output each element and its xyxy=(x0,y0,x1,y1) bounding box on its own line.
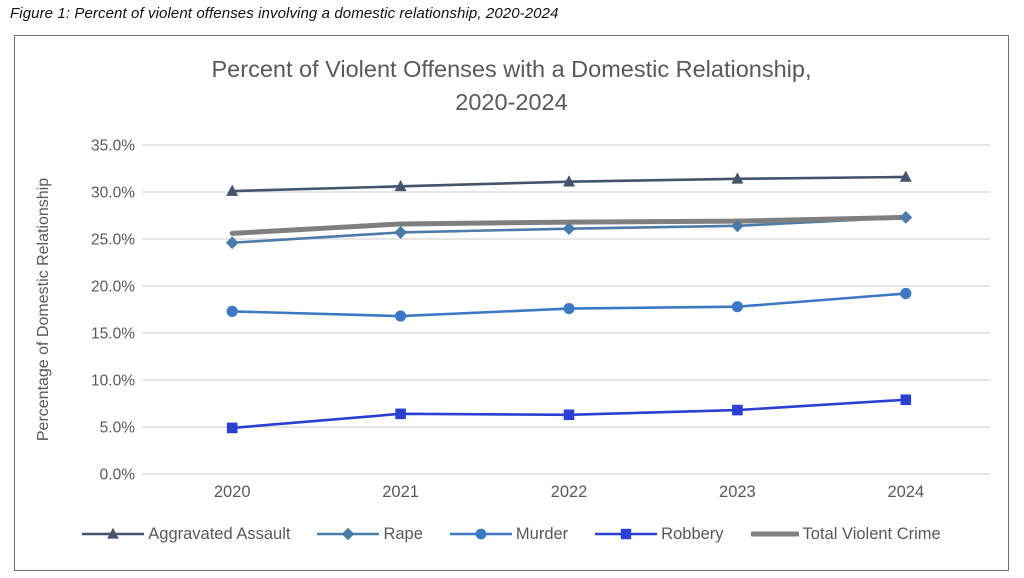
data-point-diamond xyxy=(562,222,576,236)
y-tick-label: 25.0% xyxy=(91,232,135,249)
legend-item: Robbery xyxy=(595,524,724,544)
data-point-diamond xyxy=(899,210,913,224)
legend-label: Robbery xyxy=(661,524,724,543)
y-tick-label: 35.0% xyxy=(91,138,135,155)
legend-item: Murder xyxy=(449,524,569,544)
data-point-triangle xyxy=(226,184,239,196)
legend-item: Total Violent Crime xyxy=(750,524,941,544)
legend-square-icon xyxy=(620,528,632,540)
data-point-square xyxy=(395,408,406,420)
data-point-diamond xyxy=(731,219,744,233)
y-tick-label: 10.0% xyxy=(91,373,135,390)
y-tick-label: 5.0% xyxy=(100,420,136,437)
x-tick-label: 2021 xyxy=(382,483,419,501)
y-tick-label: 0.0% xyxy=(100,467,136,484)
line-chart-plot: 0.0% 5.0% 10.0% 15.0% 20.0% 25.0% 30.0% 35.0% 20… xyxy=(35,138,990,501)
legend-item: Aggravated Assault xyxy=(82,525,290,544)
y-tick-label: 30.0% xyxy=(91,185,135,202)
legend-label: Aggravated Assault xyxy=(148,524,291,543)
data-point-circle xyxy=(731,301,744,313)
legend-item: Rape xyxy=(317,524,423,544)
data-point-circle xyxy=(900,287,912,300)
chart-title-line-2: 2020-2024 xyxy=(455,88,568,115)
legend-marker-triangle xyxy=(82,527,145,539)
data-point-triangle xyxy=(563,175,575,187)
data-point-triangle xyxy=(899,170,912,182)
data-point-circle xyxy=(563,302,575,315)
data-point-triangle xyxy=(731,172,744,184)
data-point-diamond xyxy=(394,226,407,239)
x-tick-label: 2022 xyxy=(551,483,588,501)
legend-label: Murder xyxy=(515,524,569,543)
chart-legend: Aggravated Assault Rape Murder Robbery Total… xyxy=(15,518,1008,550)
y-tick-label: 15.0% xyxy=(91,326,135,343)
legend-diamond-icon xyxy=(342,527,355,541)
data-point-diamond xyxy=(225,236,239,250)
chart-frame: Percent of Violent Offenses with a Domes… xyxy=(14,35,1009,571)
series-line-none xyxy=(229,214,909,236)
x-tick-label: 2024 xyxy=(887,483,924,501)
chart-title-line-1: Percent of Violent Offenses with a Domes… xyxy=(211,56,812,82)
data-point-circle xyxy=(226,305,238,317)
legend-marker-diamond xyxy=(317,527,380,541)
x-tick-label: 2023 xyxy=(719,483,756,501)
legend-marker-none xyxy=(750,531,799,537)
chart-title: Percent of Violent Offenses with a Domes… xyxy=(15,53,1008,119)
data-point-circle xyxy=(395,310,407,322)
figure-caption: Figure 1: Percent of violent offenses in… xyxy=(10,5,559,22)
data-point-square xyxy=(900,394,912,406)
y-tick-label: 20.0% xyxy=(91,279,135,296)
legend-label: Total Violent Crime xyxy=(802,524,941,543)
y-axis-title: Percentage of Domestic Relationship xyxy=(35,178,52,441)
legend-marker-circle xyxy=(449,528,512,540)
data-point-square xyxy=(226,422,238,434)
legend-label: Rape xyxy=(383,524,423,543)
legend-marker-square xyxy=(595,528,658,540)
data-point-triangle xyxy=(394,179,407,192)
x-tick-label: 2020 xyxy=(214,483,251,501)
legend-circle-icon xyxy=(475,528,487,540)
legend-triangle-icon xyxy=(107,527,120,539)
data-point-square xyxy=(732,404,743,416)
data-point-square xyxy=(563,409,575,421)
